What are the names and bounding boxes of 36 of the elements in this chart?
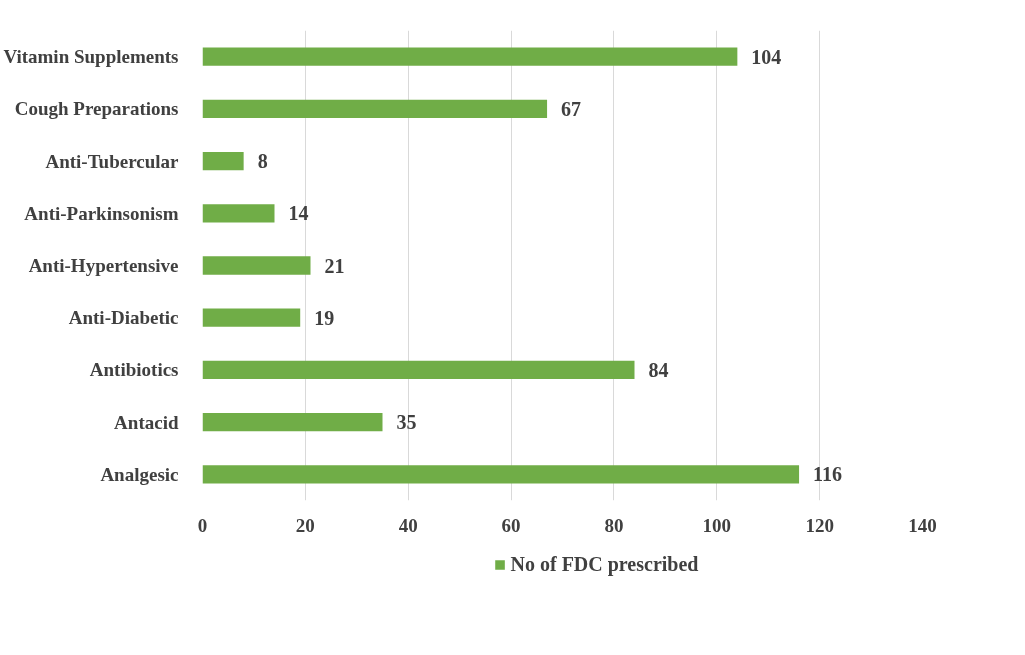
y-tick-label: Anti-Hypertensive bbox=[28, 255, 179, 276]
y-tick-label: Anti-Tubercular bbox=[45, 150, 180, 172]
y-tick-label: Anti-Diabetic bbox=[68, 307, 179, 329]
data-label: 14 bbox=[288, 202, 309, 225]
data-label: 84 bbox=[648, 358, 669, 381]
x-tick-label: 80 bbox=[604, 514, 624, 536]
x-tick-label: 100 bbox=[702, 514, 732, 536]
bar bbox=[202, 99, 548, 118]
bar bbox=[202, 465, 800, 484]
y-tick-label: Analgesic bbox=[100, 463, 179, 485]
y-tick-label: Vitamin Supplements bbox=[3, 46, 179, 68]
bar bbox=[202, 360, 635, 380]
data-label: 67 bbox=[561, 97, 582, 120]
x-tick-label: 140 bbox=[908, 514, 937, 536]
bar bbox=[202, 204, 275, 223]
bar bbox=[202, 151, 244, 171]
data-label: 19 bbox=[314, 306, 335, 329]
bar bbox=[202, 413, 383, 432]
legend-label: No of FDC prescribed bbox=[510, 552, 699, 576]
x-tick-label: 40 bbox=[398, 514, 418, 536]
bar bbox=[202, 308, 301, 327]
data-label: 21 bbox=[324, 254, 345, 277]
x-tick-label: 0 bbox=[197, 514, 208, 536]
bar bbox=[202, 47, 738, 66]
y-tick-label: Antacid bbox=[114, 411, 179, 433]
x-tick-label: 20 bbox=[295, 514, 315, 536]
x-tick-label: 60 bbox=[501, 514, 521, 536]
y-tick-label: Anti-Parkinsonism bbox=[24, 202, 179, 224]
data-label: 104 bbox=[751, 45, 782, 68]
data-label: 8 bbox=[257, 150, 268, 173]
bar bbox=[202, 256, 311, 275]
x-tick-label: 120 bbox=[805, 514, 834, 536]
y-tick-label: Cough Preparations bbox=[14, 98, 179, 120]
data-label: 35 bbox=[396, 411, 417, 434]
data-label: 116 bbox=[813, 463, 842, 486]
y-tick-label: Antibiotics bbox=[89, 359, 179, 381]
